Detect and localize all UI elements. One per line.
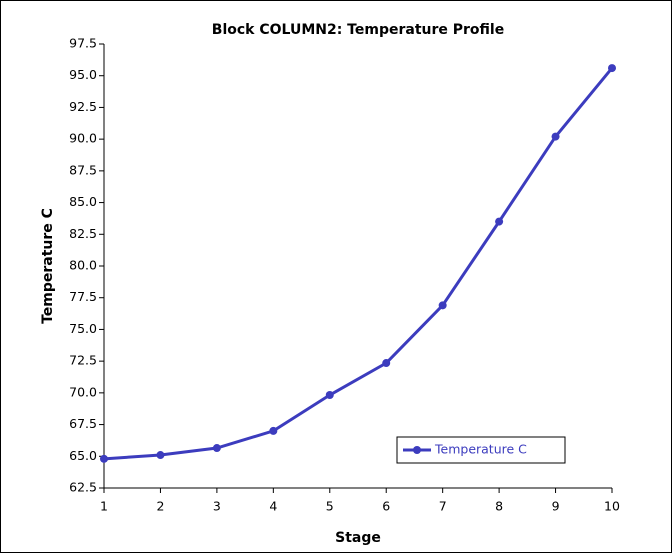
data-point <box>269 426 278 435</box>
x-axis-label: Stage <box>335 530 381 546</box>
y-tick-label: 62.5 <box>69 480 97 495</box>
data-point <box>325 391 334 400</box>
y-tick-label: 65.0 <box>69 448 97 463</box>
y-tick-label: 67.5 <box>69 416 97 431</box>
x-tick-label: 10 <box>604 499 620 514</box>
x-tick-label: 3 <box>213 499 221 514</box>
y-axis-label: Temperature C <box>40 208 56 324</box>
data-point <box>100 454 108 463</box>
chart-title: Block COLUMN2: Temperature Profile <box>212 22 504 38</box>
y-tick-label: 87.5 <box>69 162 97 177</box>
data-point <box>212 444 221 453</box>
y-tick-label: 77.5 <box>69 289 97 304</box>
y-tick-label: 70.0 <box>69 384 97 399</box>
data-point <box>495 217 504 226</box>
x-tick-label: 1 <box>100 499 108 514</box>
y-tick-label: 90.0 <box>69 131 97 146</box>
x-tick-label: 8 <box>495 499 503 514</box>
y-tick-label: 85.0 <box>69 194 97 209</box>
x-tick-label: 2 <box>156 499 164 514</box>
data-point <box>551 132 560 141</box>
y-tick-label: 80.0 <box>69 258 97 273</box>
data-point <box>438 301 447 310</box>
y-tick-label: 75.0 <box>69 321 97 336</box>
x-tick-label: 6 <box>382 499 390 514</box>
series-line <box>103 67 614 461</box>
y-tick-label: 72.5 <box>69 353 97 368</box>
x-tick-label: 4 <box>269 499 277 514</box>
data-point <box>156 451 165 460</box>
legend-label: Temperature C <box>434 442 527 457</box>
x-tick-label: 7 <box>439 499 447 514</box>
y-tick-label: 97.5 <box>69 36 97 51</box>
legend-marker <box>413 446 421 454</box>
x-tick-label: 9 <box>552 499 560 514</box>
y-tick-label: 92.5 <box>69 99 97 114</box>
y-tick-label: 82.5 <box>69 226 97 241</box>
y-tick-label: 95.0 <box>69 67 97 82</box>
data-point <box>382 359 391 368</box>
data-point <box>608 64 616 73</box>
x-tick-label: 5 <box>326 499 334 514</box>
